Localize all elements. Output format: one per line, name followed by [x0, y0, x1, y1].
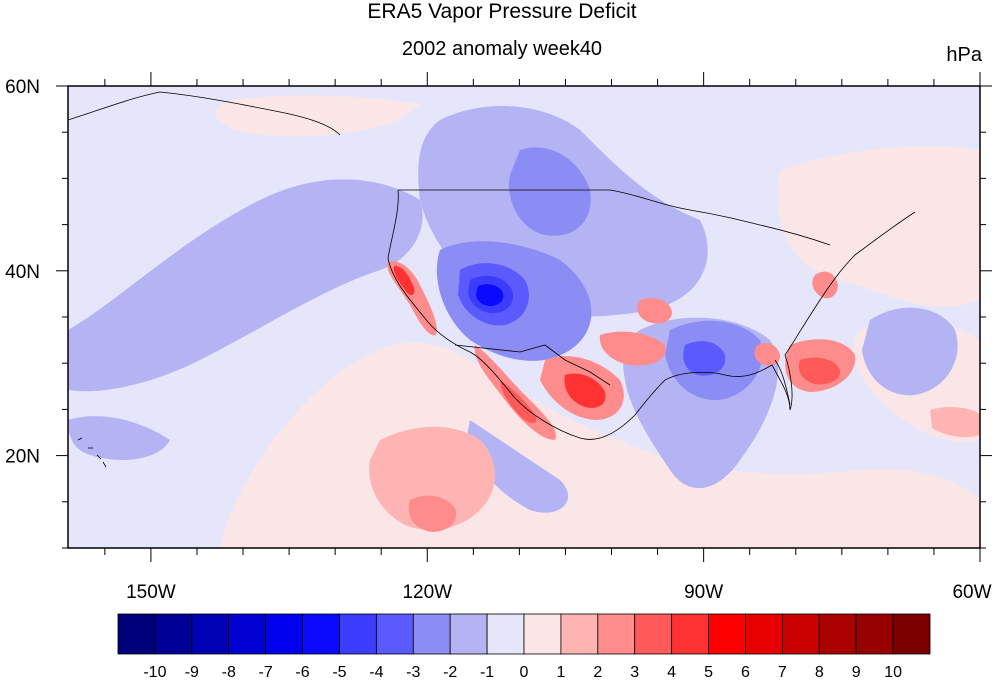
- field-pos-east-pacific-core: [408, 495, 457, 532]
- colorbar-swatch: [892, 613, 931, 655]
- colorbar-swatch: [560, 613, 599, 655]
- colorbar-swatch: [191, 613, 230, 655]
- colorbar-label: 2: [593, 664, 602, 681]
- lon-tick-label: 90W: [684, 582, 723, 603]
- field-pos-east-pacific-south: [369, 426, 495, 530]
- colorbar-swatch: [339, 613, 377, 655]
- colorbar-swatch: [228, 613, 267, 655]
- colorbar-swatch: [117, 613, 156, 655]
- colorbar-swatch: [154, 613, 193, 655]
- field-pos-northern-mexico-core: [564, 373, 606, 408]
- field-pos-florida: [754, 343, 780, 366]
- field-pos-florida-atlantic-core: [798, 357, 841, 385]
- coastlines: [68, 91, 916, 468]
- colorbar-label: 4: [667, 664, 676, 681]
- colorbar-swatch: [634, 613, 673, 655]
- chart-subtitle: 2002 anomaly week40: [401, 38, 603, 60]
- colorbar-label: -10: [143, 664, 166, 681]
- field-neg-pacific-band: [68, 179, 423, 392]
- colorbar-label: 6: [741, 664, 750, 681]
- field-pos-caribbean: [930, 407, 980, 438]
- coastline-hawaii: [77, 437, 107, 468]
- colorbar: -10 -9 -8 -7 -6 -5 -4 -3 -2 -1 0 1 2 3 4 5 6 7 8 9 10: [117, 613, 931, 681]
- lat-tick-label: 60N: [5, 77, 40, 98]
- coastline-florida: [774, 359, 791, 406]
- colorbar-swatch: [486, 613, 525, 655]
- colorbar-swatch: [855, 613, 894, 655]
- colorbar-label: -7: [259, 664, 273, 681]
- colorbar-label: -2: [443, 664, 457, 681]
- colorbar-label: -9: [185, 664, 199, 681]
- colorbar-swatch: [302, 613, 340, 655]
- colorbar-swatch: [671, 613, 709, 655]
- field-neg-mexico: [465, 420, 569, 513]
- coastline-north-america: [387, 189, 916, 440]
- map-field: [68, 86, 980, 548]
- colorbar-label: -6: [295, 664, 309, 681]
- colorbar-label: 1: [556, 664, 565, 681]
- colorbar-label: -1: [480, 664, 494, 681]
- colorbar-swatch: [375, 613, 414, 655]
- colorbar-label: -8: [222, 664, 236, 681]
- colorbar-swatch: [449, 613, 488, 655]
- field-neg-atlantic: [862, 307, 958, 396]
- colorbar-label: 8: [815, 664, 824, 681]
- field-neg-west-pacific: [68, 416, 170, 460]
- axis-ticks: 150W 120W 90W 60W 60N 40N 20N: [5, 72, 992, 603]
- units-label: hPa: [946, 44, 982, 66]
- lat-tick-label: 20N: [5, 447, 40, 468]
- field-pos-north-pacific: [215, 95, 420, 137]
- lon-tick-label: 150W: [126, 582, 176, 603]
- field-pos-texas: [599, 331, 666, 366]
- field-neg-northern-plains: [509, 147, 591, 236]
- colorbar-label: 5: [704, 664, 713, 681]
- field-pos-oklahoma: [637, 298, 672, 324]
- colorbar-label: 0: [520, 664, 529, 681]
- colorbar-label: 9: [852, 664, 861, 681]
- lat-tick-label: 40N: [5, 262, 40, 283]
- colorbar-label: 3: [630, 664, 639, 681]
- colorbar-label: -5: [332, 664, 346, 681]
- colorbar-label: 7: [778, 664, 787, 681]
- colorbar-swatch: [781, 613, 820, 655]
- field-neg-four-corners-peak: [476, 284, 504, 306]
- field-pos-northeast: [778, 146, 980, 307]
- field-neg-lower-mississippi: [683, 341, 726, 376]
- chart-title: ERA5 Vapor Pressure Deficit: [367, 0, 637, 23]
- colorbar-swatch: [818, 613, 857, 655]
- border-us-mexico: [454, 344, 611, 386]
- colorbar-swatch: [708, 613, 746, 655]
- border-us-canada: [398, 189, 831, 246]
- lon-tick-label: 120W: [402, 582, 452, 603]
- field-pos-chesapeake: [812, 271, 838, 299]
- colorbar-swatch: [523, 613, 562, 655]
- coastline-alaska: [68, 91, 341, 136]
- colorbar-label: 10: [884, 664, 902, 681]
- lon-tick-label: 60W: [952, 582, 991, 603]
- colorbar-swatch: [412, 613, 451, 655]
- colorbar-label: -4: [369, 664, 383, 681]
- field-pos-california-core: [393, 265, 415, 296]
- colorbar-label: -3: [406, 664, 420, 681]
- colorbar-swatch: [597, 613, 636, 655]
- colorbar-swatch: [745, 613, 783, 655]
- colorbar-swatch: [265, 613, 303, 655]
